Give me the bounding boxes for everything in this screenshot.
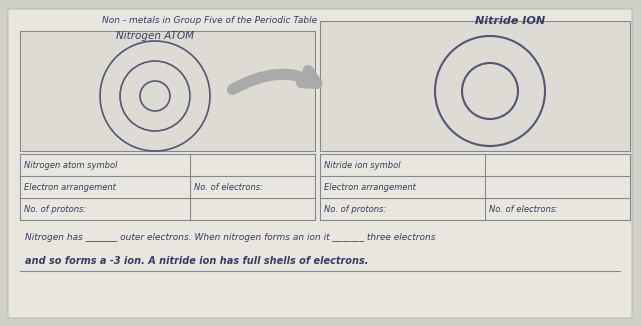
Text: No. of protons:: No. of protons: — [324, 204, 387, 214]
FancyBboxPatch shape — [320, 21, 630, 151]
Text: Nitrogen has _______ outer electrons. When nitrogen forms an ion it _______ thre: Nitrogen has _______ outer electrons. Wh… — [25, 233, 435, 243]
Text: Nitride ion symbol: Nitride ion symbol — [324, 160, 401, 170]
Text: No. of protons:: No. of protons: — [24, 204, 87, 214]
Text: and so forms a -3 ion. A nitride ion has full shells of electrons.: and so forms a -3 ion. A nitride ion has… — [25, 256, 369, 266]
Text: Non - metals in Group Five of the Periodic Table: Non - metals in Group Five of the Period… — [103, 16, 317, 25]
Text: Nitrogen atom symbol: Nitrogen atom symbol — [24, 160, 117, 170]
Text: Electron arrangement: Electron arrangement — [24, 183, 116, 191]
Text: Nitrogen ATOM: Nitrogen ATOM — [116, 31, 194, 41]
FancyBboxPatch shape — [20, 31, 315, 151]
Text: Nitride ION: Nitride ION — [475, 16, 545, 26]
Text: No. of electrons:: No. of electrons: — [194, 183, 263, 191]
FancyBboxPatch shape — [8, 9, 632, 318]
Text: No. of electrons:: No. of electrons: — [489, 204, 558, 214]
Text: Electron arrangement: Electron arrangement — [324, 183, 416, 191]
FancyArrowPatch shape — [233, 70, 317, 90]
